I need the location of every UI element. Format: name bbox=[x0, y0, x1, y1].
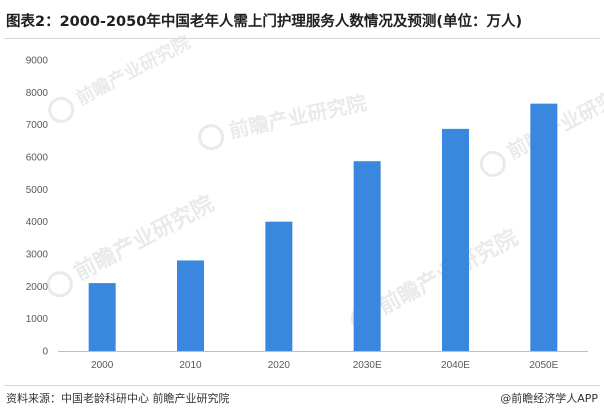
y-tick-label: 6000 bbox=[26, 153, 49, 164]
bar bbox=[177, 260, 204, 351]
y-tick-label: 1000 bbox=[26, 314, 49, 325]
x-tick-label: 2020 bbox=[268, 360, 291, 371]
x-tick-label: 2010 bbox=[179, 360, 202, 371]
title-divider bbox=[4, 38, 600, 39]
x-axis-ticks: 2000 2010 2020 2030E 2040E 2050E bbox=[91, 360, 559, 371]
chart-title: 图表2：2000-2050年中国老年人需上门护理服务人数情况及预测(单位：万人) bbox=[6, 14, 523, 30]
bar bbox=[265, 221, 293, 351]
y-tick-label: 7000 bbox=[26, 120, 49, 131]
x-tick-label: 2040E bbox=[441, 360, 470, 371]
y-tick-label: 9000 bbox=[26, 56, 49, 67]
y-tick-label: 3000 bbox=[26, 250, 49, 261]
bar bbox=[442, 128, 469, 351]
bar bbox=[530, 103, 558, 352]
source-note: 资料来源：中国老龄科研中心 前瞻产业研究院 bbox=[6, 392, 230, 405]
y-axis-ticks: 0 1000 2000 3000 4000 5000 6000 7000 8000 9000 bbox=[26, 56, 49, 358]
bar bbox=[353, 161, 381, 351]
footer-divider bbox=[4, 385, 600, 386]
bar bbox=[88, 283, 116, 351]
bars bbox=[88, 103, 558, 352]
y-tick-label: 5000 bbox=[26, 185, 49, 196]
x-tick-label: 2030E bbox=[353, 360, 382, 371]
y-tick-label: 2000 bbox=[26, 282, 49, 293]
y-tick-label: 0 bbox=[42, 347, 48, 358]
x-tick-label: 2050E bbox=[529, 360, 558, 371]
y-tick-label: 4000 bbox=[26, 217, 49, 228]
brand-credit: @前瞻经济学人APP bbox=[500, 392, 598, 405]
x-tick-label: 2000 bbox=[91, 360, 114, 371]
y-tick-label: 8000 bbox=[26, 88, 49, 99]
